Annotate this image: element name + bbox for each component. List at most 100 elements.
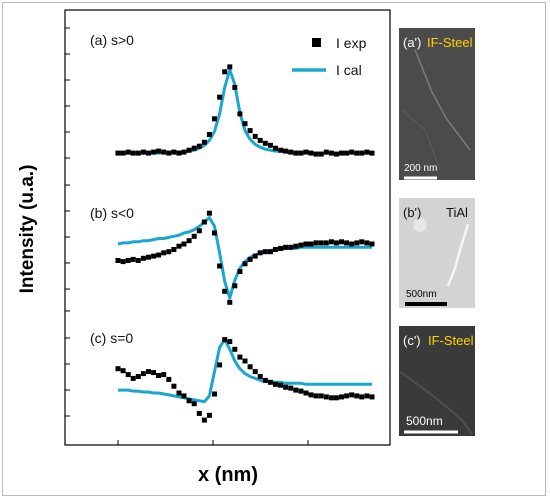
panel-a-exp-point xyxy=(161,149,167,155)
panel-a-exp-point xyxy=(125,149,131,155)
panel-c-exp-point xyxy=(318,393,324,399)
panel-b-exp-point xyxy=(247,256,253,262)
tem-image-c-texture xyxy=(399,371,473,435)
panel-c-exp-point xyxy=(293,387,299,393)
panel-a-label: (a) s>0 xyxy=(90,32,134,48)
panel-a-exp-point xyxy=(156,148,162,154)
panel-c-exp-point xyxy=(191,401,197,407)
panel-c-exp-point xyxy=(339,394,344,400)
panel-c-exp-point xyxy=(237,354,243,360)
legend-cal-label: I cal xyxy=(336,62,362,78)
panel-b-exp-point xyxy=(252,253,258,259)
panel-b-exp-point xyxy=(146,254,151,260)
panel-a-exp-point xyxy=(186,147,192,153)
panel-b-exp-point xyxy=(227,299,233,305)
panel-a-exp-point xyxy=(288,149,294,155)
tem-image-a-texture xyxy=(401,109,441,171)
panel-b-exp-point xyxy=(171,247,177,252)
panel-c-exp-point xyxy=(186,398,192,404)
panel-b-exp-point xyxy=(344,240,350,246)
tem-image-a-defect-line xyxy=(414,49,471,151)
panel-a-exp-point xyxy=(151,149,157,155)
panel-c-exp-point xyxy=(344,393,350,399)
legend-exp-marker xyxy=(312,38,321,47)
panel-b-exp-point xyxy=(298,242,304,248)
panel-c-exp-point xyxy=(120,368,126,374)
panel-a-exp-point xyxy=(130,150,136,156)
panel-a-exp-point xyxy=(237,111,243,117)
plot-frame xyxy=(64,9,391,446)
panel-c-exp-point xyxy=(273,381,278,387)
panel-a-exp-point xyxy=(257,137,263,143)
panel-a-exp-point xyxy=(166,150,172,156)
panel-b-exp-point xyxy=(349,241,355,247)
panel-b-exp-point xyxy=(232,283,238,289)
panel-c-exp-point xyxy=(201,417,207,423)
panel-c-exp-point xyxy=(308,392,314,398)
panel-b-exp-point xyxy=(242,261,248,267)
x-axis-label: x (nm) xyxy=(198,464,258,486)
panel-c-exp-point xyxy=(176,390,182,396)
panel-b-exp-point xyxy=(333,240,339,246)
panel-b-exp-point xyxy=(288,244,294,250)
panel-c-exp-point xyxy=(333,395,339,401)
panel-c-exp-point xyxy=(222,337,228,343)
panel-b-exp-point xyxy=(186,238,192,244)
panel-c-exp-point xyxy=(151,370,157,376)
panel-b-exp-point xyxy=(303,241,309,247)
panel-c-exp-point xyxy=(303,390,309,396)
panel-c-exp-point xyxy=(349,392,355,398)
panel-a-exp-point xyxy=(323,149,329,155)
legend-exp-label: I exp xyxy=(336,35,367,51)
panel-a-exp-point xyxy=(283,148,289,154)
panel-b-exp-point xyxy=(130,256,136,262)
panel-b-exp-point xyxy=(206,210,212,216)
panel-b-exp-point xyxy=(237,269,243,274)
panel-a-exp-point xyxy=(364,149,370,155)
panel-c-exp-point xyxy=(212,391,217,397)
axis-ticks xyxy=(65,27,309,445)
panel-a-exp-point xyxy=(146,150,151,156)
panel-b-exp-point xyxy=(328,239,334,245)
panel-a-exp-point xyxy=(344,150,350,156)
tem-image-a-material: IF-Steel xyxy=(427,35,473,50)
panel-c-exp-point xyxy=(196,410,202,416)
panel-b-exp-point xyxy=(318,240,324,246)
tem-image-b-material: TiAl xyxy=(446,205,468,220)
panel-c-exp-point xyxy=(262,377,268,383)
panel-c-exp-point xyxy=(171,383,177,389)
panel-b-exp-point xyxy=(308,241,314,247)
panel-c-exp-point xyxy=(181,393,187,399)
panel-b-exp-point xyxy=(156,252,162,258)
panel-b-exp-point xyxy=(257,250,263,256)
panel-a-exp-point xyxy=(267,142,273,148)
panel-a-exp-point xyxy=(232,84,238,90)
panel-c-exp-point xyxy=(313,393,319,399)
panel-b-exp-point xyxy=(135,258,141,263)
data-series xyxy=(115,64,375,423)
tem-image-a-background xyxy=(399,28,475,180)
panel-a-exp-point xyxy=(273,145,278,151)
panel-a-exp-point xyxy=(333,151,339,157)
panel-a-exp-point xyxy=(318,151,324,157)
panel-b-label: (b) s<0 xyxy=(90,205,134,221)
panel-b-exp-point xyxy=(212,230,217,236)
panel-c-exp-point xyxy=(257,374,263,379)
figure-frame xyxy=(2,2,546,496)
panel-a-exp-point xyxy=(278,147,284,153)
tem-image-c: (c') IF-Steel 500nm xyxy=(399,326,475,436)
panel-b-exp-point xyxy=(222,288,228,294)
panel-b-exp-point xyxy=(267,249,273,255)
panel-b-exp-point xyxy=(262,249,268,255)
panel-b-exp-point xyxy=(273,247,278,252)
panel-a-calc-line xyxy=(118,68,372,155)
panel-a-exp-point xyxy=(181,149,187,155)
panel-b-exp-point xyxy=(313,240,319,246)
tem-image-b-scalebar-label: 500nm xyxy=(406,289,437,300)
panel-b-exp-point xyxy=(125,258,131,263)
panel-a-exp-point xyxy=(247,128,253,134)
panel-a-exp-point xyxy=(293,150,299,156)
tem-image-b-background xyxy=(399,198,475,308)
panel-a-exp-point xyxy=(303,149,309,155)
